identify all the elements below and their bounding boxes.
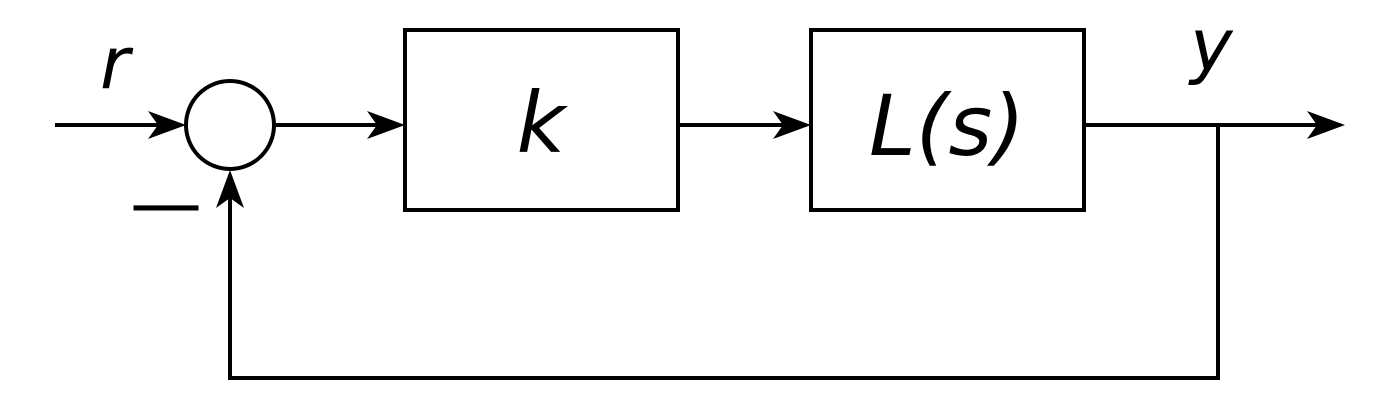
plant-block xyxy=(809,28,1086,212)
feedback-wire xyxy=(228,125,1220,380)
output-arrowhead xyxy=(1307,111,1345,139)
plant-block-label: L(s) xyxy=(869,77,1025,175)
output-signal-label: y xyxy=(1188,3,1234,87)
gain-block xyxy=(403,28,680,212)
input-arrowhead xyxy=(148,111,186,139)
gain-block-label: k xyxy=(517,74,569,172)
summing-junction xyxy=(184,79,276,171)
gain-input-arrowhead xyxy=(367,111,405,139)
input-signal-label: r xyxy=(100,21,134,105)
feedback-arrowhead xyxy=(216,170,244,208)
plant-input-arrowhead xyxy=(773,111,811,139)
feedback-sign-label: — xyxy=(130,161,202,245)
